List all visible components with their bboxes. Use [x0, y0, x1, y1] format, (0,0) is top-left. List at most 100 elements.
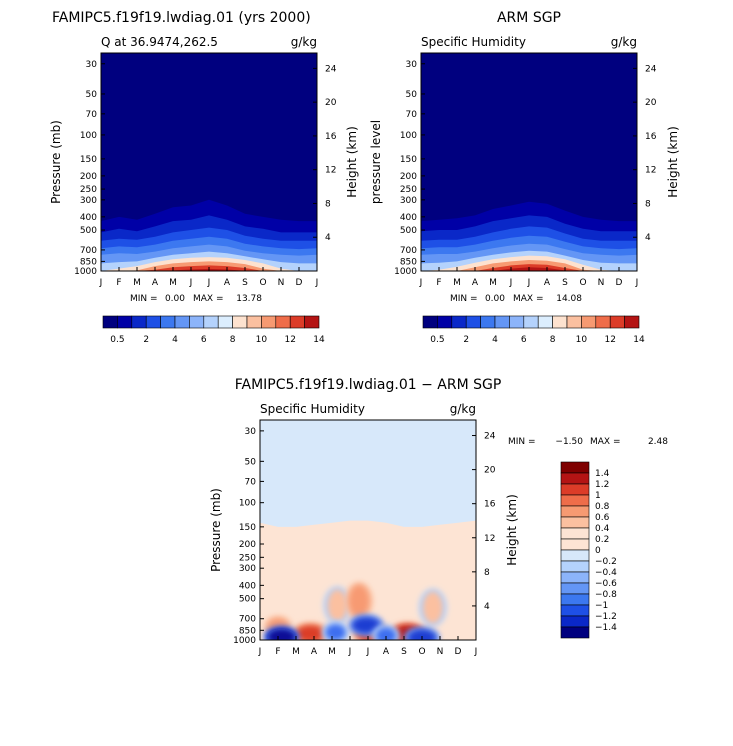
colorbar-swatch [560, 483, 590, 496]
panel-obs-units: g/kg [611, 35, 637, 49]
colorbar-tick-label: 0 [595, 546, 601, 556]
pressure-tick-label: 150 [400, 155, 417, 165]
colorbar-tick-label: −0.2 [595, 557, 617, 567]
colorbar-tick-label: 10 [256, 335, 268, 345]
month-tick-label: J [258, 647, 262, 657]
panel-model-colorbar: 0.5 2 4 6 8 10 12 14 [102, 315, 325, 345]
month-tick-label: M [328, 647, 336, 657]
panel-obs-colorbar: 0.5 2 4 6 8 10 12 14 [422, 315, 645, 345]
height-tick-label: 16 [645, 132, 657, 142]
pressure-tick-label: 250 [400, 185, 417, 195]
colorbar-swatch [304, 315, 320, 329]
colorbar-swatch [560, 549, 590, 562]
colorbar-swatch [523, 315, 539, 329]
month-tick-label: M [453, 278, 461, 288]
month-tick-label: J [635, 278, 639, 288]
month-tick-label: M [292, 647, 300, 657]
pressure-tick-label: 300 [80, 196, 97, 206]
month-tick-label: A [152, 278, 159, 288]
pressure-tick-label: 500 [400, 226, 417, 236]
diff-positive-feature [349, 585, 369, 617]
pressure-tick-label: 850 [80, 257, 97, 267]
diff-negative-feature [267, 628, 296, 640]
colorbar-tick-label: 4 [172, 335, 178, 345]
diff-negative-feature [352, 617, 381, 634]
month-tick-label: A [544, 278, 551, 288]
month-tick-label: F [116, 278, 121, 288]
colorbar-tick-label: 1.4 [595, 469, 610, 479]
colorbar-tick-label: 1.2 [595, 480, 609, 490]
month-tick-label: N [437, 647, 444, 657]
panel-diff-y2label: Height (km) [505, 494, 519, 565]
height-tick-label: 20 [645, 98, 657, 108]
pressure-tick-label: 300 [239, 564, 256, 574]
panel-obs-ylabel: pressure level [369, 120, 383, 204]
pressure-tick-label: 30 [406, 60, 418, 70]
month-tick-label: M [489, 278, 497, 288]
pressure-tick-label: 100 [239, 499, 256, 509]
colorbar-swatch [560, 505, 590, 518]
colorbar-swatch [560, 582, 590, 595]
month-tick-label: J [348, 647, 352, 657]
diff-negative-feature [408, 629, 436, 640]
colorbar-swatch [560, 494, 590, 507]
panel-diff-units: g/kg [450, 402, 476, 416]
pressure-tick-label: 400 [80, 213, 97, 223]
month-tick-label: O [259, 278, 266, 288]
height-tick-label: 8 [645, 199, 651, 209]
month-tick-label: F [275, 647, 280, 657]
colorbar-swatch [595, 315, 611, 329]
panel-model-max-value: 13.78 [236, 294, 262, 304]
colorbar-swatch [189, 315, 205, 329]
colorbar-swatch [609, 315, 625, 329]
height-tick-label: 16 [325, 132, 337, 142]
panel-diff-subtitle: Specific Humidity [260, 402, 365, 416]
pressure-tick-label: 400 [239, 581, 256, 591]
pressure-tick-label: 70 [86, 110, 98, 120]
panel-obs-y2label: Height (km) [666, 126, 680, 197]
panel-model-ylabel: Pressure (mb) [49, 120, 63, 204]
pressure-tick-label: 1000 [233, 636, 256, 646]
month-tick-label: N [278, 278, 285, 288]
panel-obs-contours [421, 53, 637, 271]
colorbar-tick-label: 4 [492, 335, 498, 345]
height-tick-label: 12 [325, 166, 336, 176]
month-tick-label: S [562, 278, 568, 288]
month-tick-label: J [315, 278, 319, 288]
colorbar-tick-label: −0.4 [595, 568, 617, 578]
colorbar-swatch [560, 571, 590, 584]
month-tick-label: A [472, 278, 479, 288]
colorbar-swatch [232, 315, 248, 329]
month-tick-label: J [99, 278, 103, 288]
pressure-tick-label: 150 [80, 155, 97, 165]
pressure-tick-label: 200 [400, 172, 417, 182]
colorbar-swatch [131, 315, 147, 329]
panel-model-max-label: MAX = [193, 294, 224, 304]
colorbar-swatch [437, 315, 453, 329]
month-tick-label: D [296, 278, 303, 288]
colorbar-tick-label: 14 [313, 335, 325, 345]
colorbar-tick-label: 0.5 [110, 335, 124, 345]
colorbar-tick-label: 0.2 [595, 535, 609, 545]
colorbar-tick-label: 8 [550, 335, 556, 345]
month-tick-label: J [207, 278, 211, 288]
diff-negative-feature [376, 627, 396, 640]
panel-diff-colorbar: 1.41.210.80.60.40.20−0.2−0.4−0.6−0.8−1−1… [560, 461, 617, 639]
colorbar-swatch [261, 315, 277, 329]
pressure-tick-label: 1000 [74, 267, 97, 277]
colorbar-tick-label: 0.5 [430, 335, 444, 345]
diff-positive-feature [296, 625, 325, 640]
colorbar-tick-label: 12 [604, 335, 615, 345]
colorbar-swatch [203, 315, 219, 329]
colorbar-swatch [160, 315, 176, 329]
diff-positive-feature [422, 591, 443, 624]
colorbar-swatch [560, 516, 590, 529]
panel-model-units: g/kg [291, 35, 317, 49]
panel-obs-min-label: MIN = [450, 294, 478, 304]
height-tick-label: 4 [325, 233, 331, 243]
